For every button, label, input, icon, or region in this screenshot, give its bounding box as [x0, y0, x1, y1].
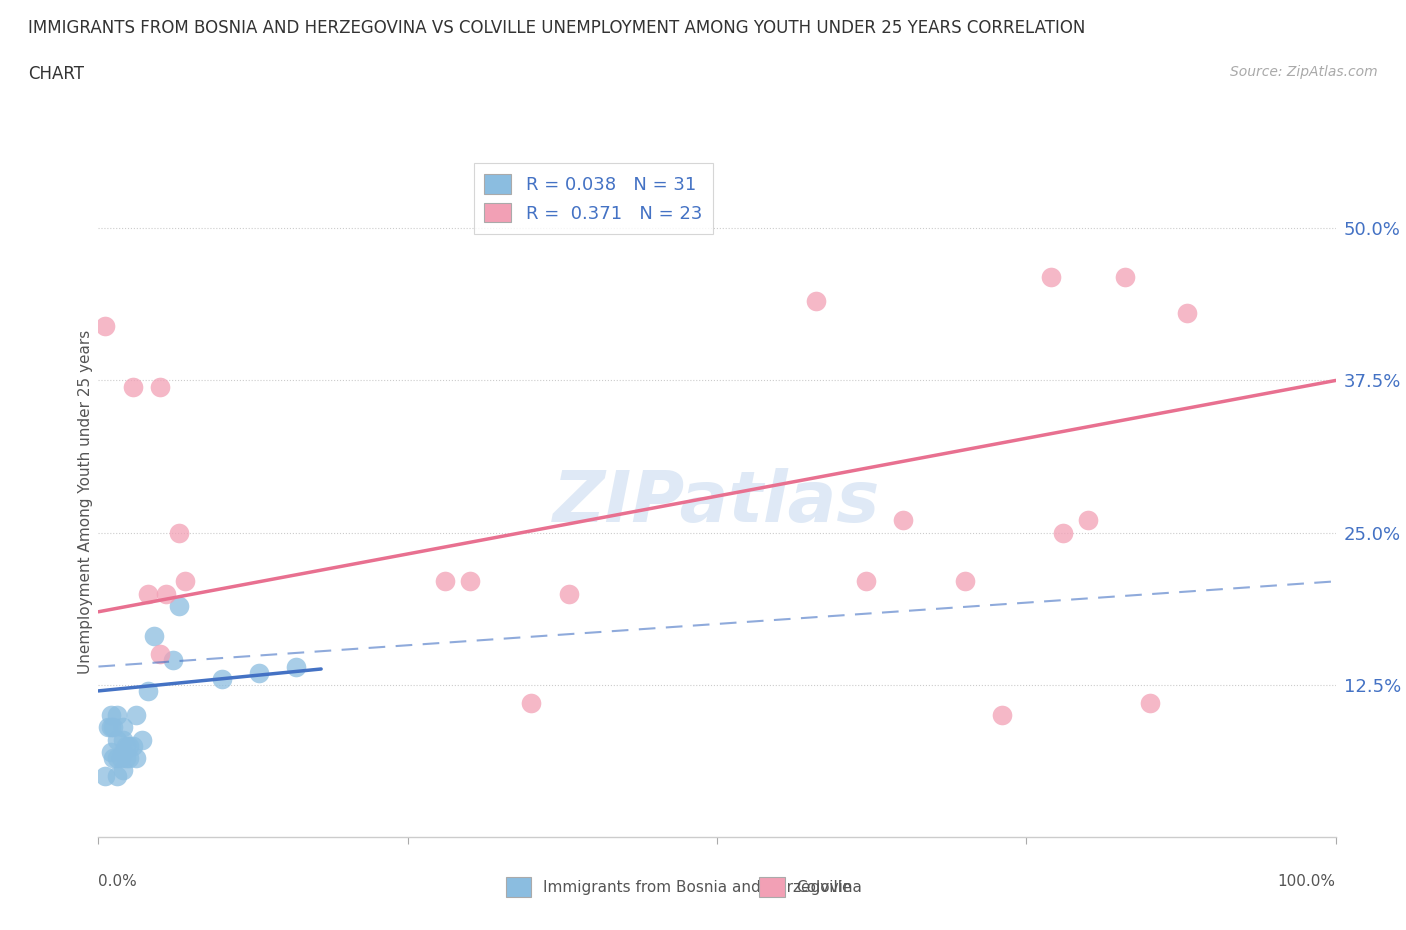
Point: [114, 751, 136, 765]
Point: [285, 659, 308, 674]
Point: [118, 738, 141, 753]
Point: [105, 732, 128, 747]
Point: [1077, 513, 1099, 528]
Point: [136, 586, 159, 601]
Point: [118, 751, 141, 765]
Point: [105, 769, 128, 784]
Point: [122, 379, 145, 394]
Point: [990, 708, 1012, 723]
Point: [1040, 270, 1063, 285]
Point: [97, 720, 120, 735]
Point: [433, 574, 456, 589]
Point: [136, 684, 159, 698]
Point: [855, 574, 877, 589]
Point: [100, 708, 122, 723]
Point: [105, 708, 128, 723]
Text: 100.0%: 100.0%: [1278, 874, 1336, 889]
Text: IMMIGRANTS FROM BOSNIA AND HERZEGOVINA VS COLVILLE UNEMPLOYMENT AMONG YOUTH UNDE: IMMIGRANTS FROM BOSNIA AND HERZEGOVINA V…: [28, 19, 1085, 36]
Point: [103, 720, 125, 735]
Point: [891, 513, 914, 528]
Point: [1175, 306, 1198, 321]
Point: [458, 574, 481, 589]
Legend: R = 0.038   N = 31, R =  0.371   N = 23: R = 0.038 N = 31, R = 0.371 N = 23: [474, 163, 713, 233]
Point: [122, 738, 145, 753]
Point: [174, 574, 197, 589]
Point: [211, 671, 233, 686]
Point: [953, 574, 976, 589]
Point: [143, 629, 166, 644]
Point: [247, 665, 270, 680]
Point: [1052, 525, 1074, 540]
Text: CHART: CHART: [28, 65, 84, 83]
Point: [100, 720, 122, 735]
Point: [112, 732, 135, 747]
Point: [557, 586, 579, 601]
Point: [131, 732, 153, 747]
Point: [105, 751, 128, 765]
Point: [804, 294, 827, 309]
Point: [167, 525, 190, 540]
Point: [112, 744, 135, 759]
Point: [162, 653, 184, 668]
Point: [124, 751, 146, 765]
Point: [1139, 696, 1161, 711]
Text: Colville: Colville: [796, 880, 851, 895]
Text: 0.0%: 0.0%: [98, 874, 138, 889]
Text: Immigrants from Bosnia and Herzegovina: Immigrants from Bosnia and Herzegovina: [543, 880, 862, 895]
Text: ZIPatlas: ZIPatlas: [554, 468, 880, 537]
Point: [103, 751, 125, 765]
Point: [149, 379, 172, 394]
Point: [124, 708, 146, 723]
Point: [93, 769, 115, 784]
Y-axis label: Unemployment Among Youth under 25 years: Unemployment Among Youth under 25 years: [77, 330, 93, 674]
Point: [112, 720, 135, 735]
Point: [1114, 270, 1136, 285]
Point: [155, 586, 177, 601]
Point: [167, 598, 190, 613]
Point: [93, 318, 115, 333]
Point: [112, 763, 135, 777]
Point: [149, 647, 172, 662]
Text: Source: ZipAtlas.com: Source: ZipAtlas.com: [1230, 65, 1378, 79]
Point: [520, 696, 543, 711]
Point: [110, 751, 132, 765]
Point: [114, 738, 136, 753]
Point: [100, 744, 122, 759]
